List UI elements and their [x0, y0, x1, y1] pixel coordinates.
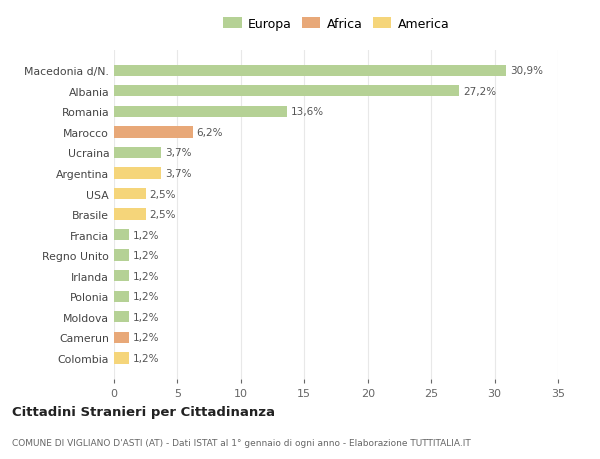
Bar	[114, 209, 146, 220]
Bar	[114, 270, 129, 282]
Text: 6,2%: 6,2%	[196, 128, 223, 138]
Text: 3,7%: 3,7%	[165, 168, 191, 179]
Bar	[114, 86, 459, 97]
Legend: Europa, Africa, America: Europa, Africa, America	[219, 14, 453, 34]
Bar	[114, 332, 129, 343]
Text: 27,2%: 27,2%	[463, 87, 496, 96]
Text: 1,2%: 1,2%	[133, 333, 160, 342]
Text: 13,6%: 13,6%	[290, 107, 323, 117]
Bar	[114, 168, 161, 179]
Text: 2,5%: 2,5%	[149, 210, 176, 219]
Text: Cittadini Stranieri per Cittadinanza: Cittadini Stranieri per Cittadinanza	[12, 405, 275, 419]
Bar	[114, 189, 146, 200]
Bar	[114, 353, 129, 364]
Text: 1,2%: 1,2%	[133, 353, 160, 363]
Bar	[114, 106, 287, 118]
Text: 3,7%: 3,7%	[165, 148, 191, 158]
Bar	[114, 230, 129, 241]
Bar	[114, 291, 129, 302]
Bar	[114, 127, 193, 138]
Text: 1,2%: 1,2%	[133, 291, 160, 302]
Text: 2,5%: 2,5%	[149, 189, 176, 199]
Bar	[114, 65, 506, 77]
Text: COMUNE DI VIGLIANO D'ASTI (AT) - Dati ISTAT al 1° gennaio di ogni anno - Elabora: COMUNE DI VIGLIANO D'ASTI (AT) - Dati IS…	[12, 438, 471, 447]
Text: 1,2%: 1,2%	[133, 251, 160, 261]
Bar	[114, 250, 129, 261]
Bar	[114, 147, 161, 159]
Text: 30,9%: 30,9%	[510, 66, 543, 76]
Text: 1,2%: 1,2%	[133, 230, 160, 240]
Text: 1,2%: 1,2%	[133, 312, 160, 322]
Bar	[114, 312, 129, 323]
Text: 1,2%: 1,2%	[133, 271, 160, 281]
